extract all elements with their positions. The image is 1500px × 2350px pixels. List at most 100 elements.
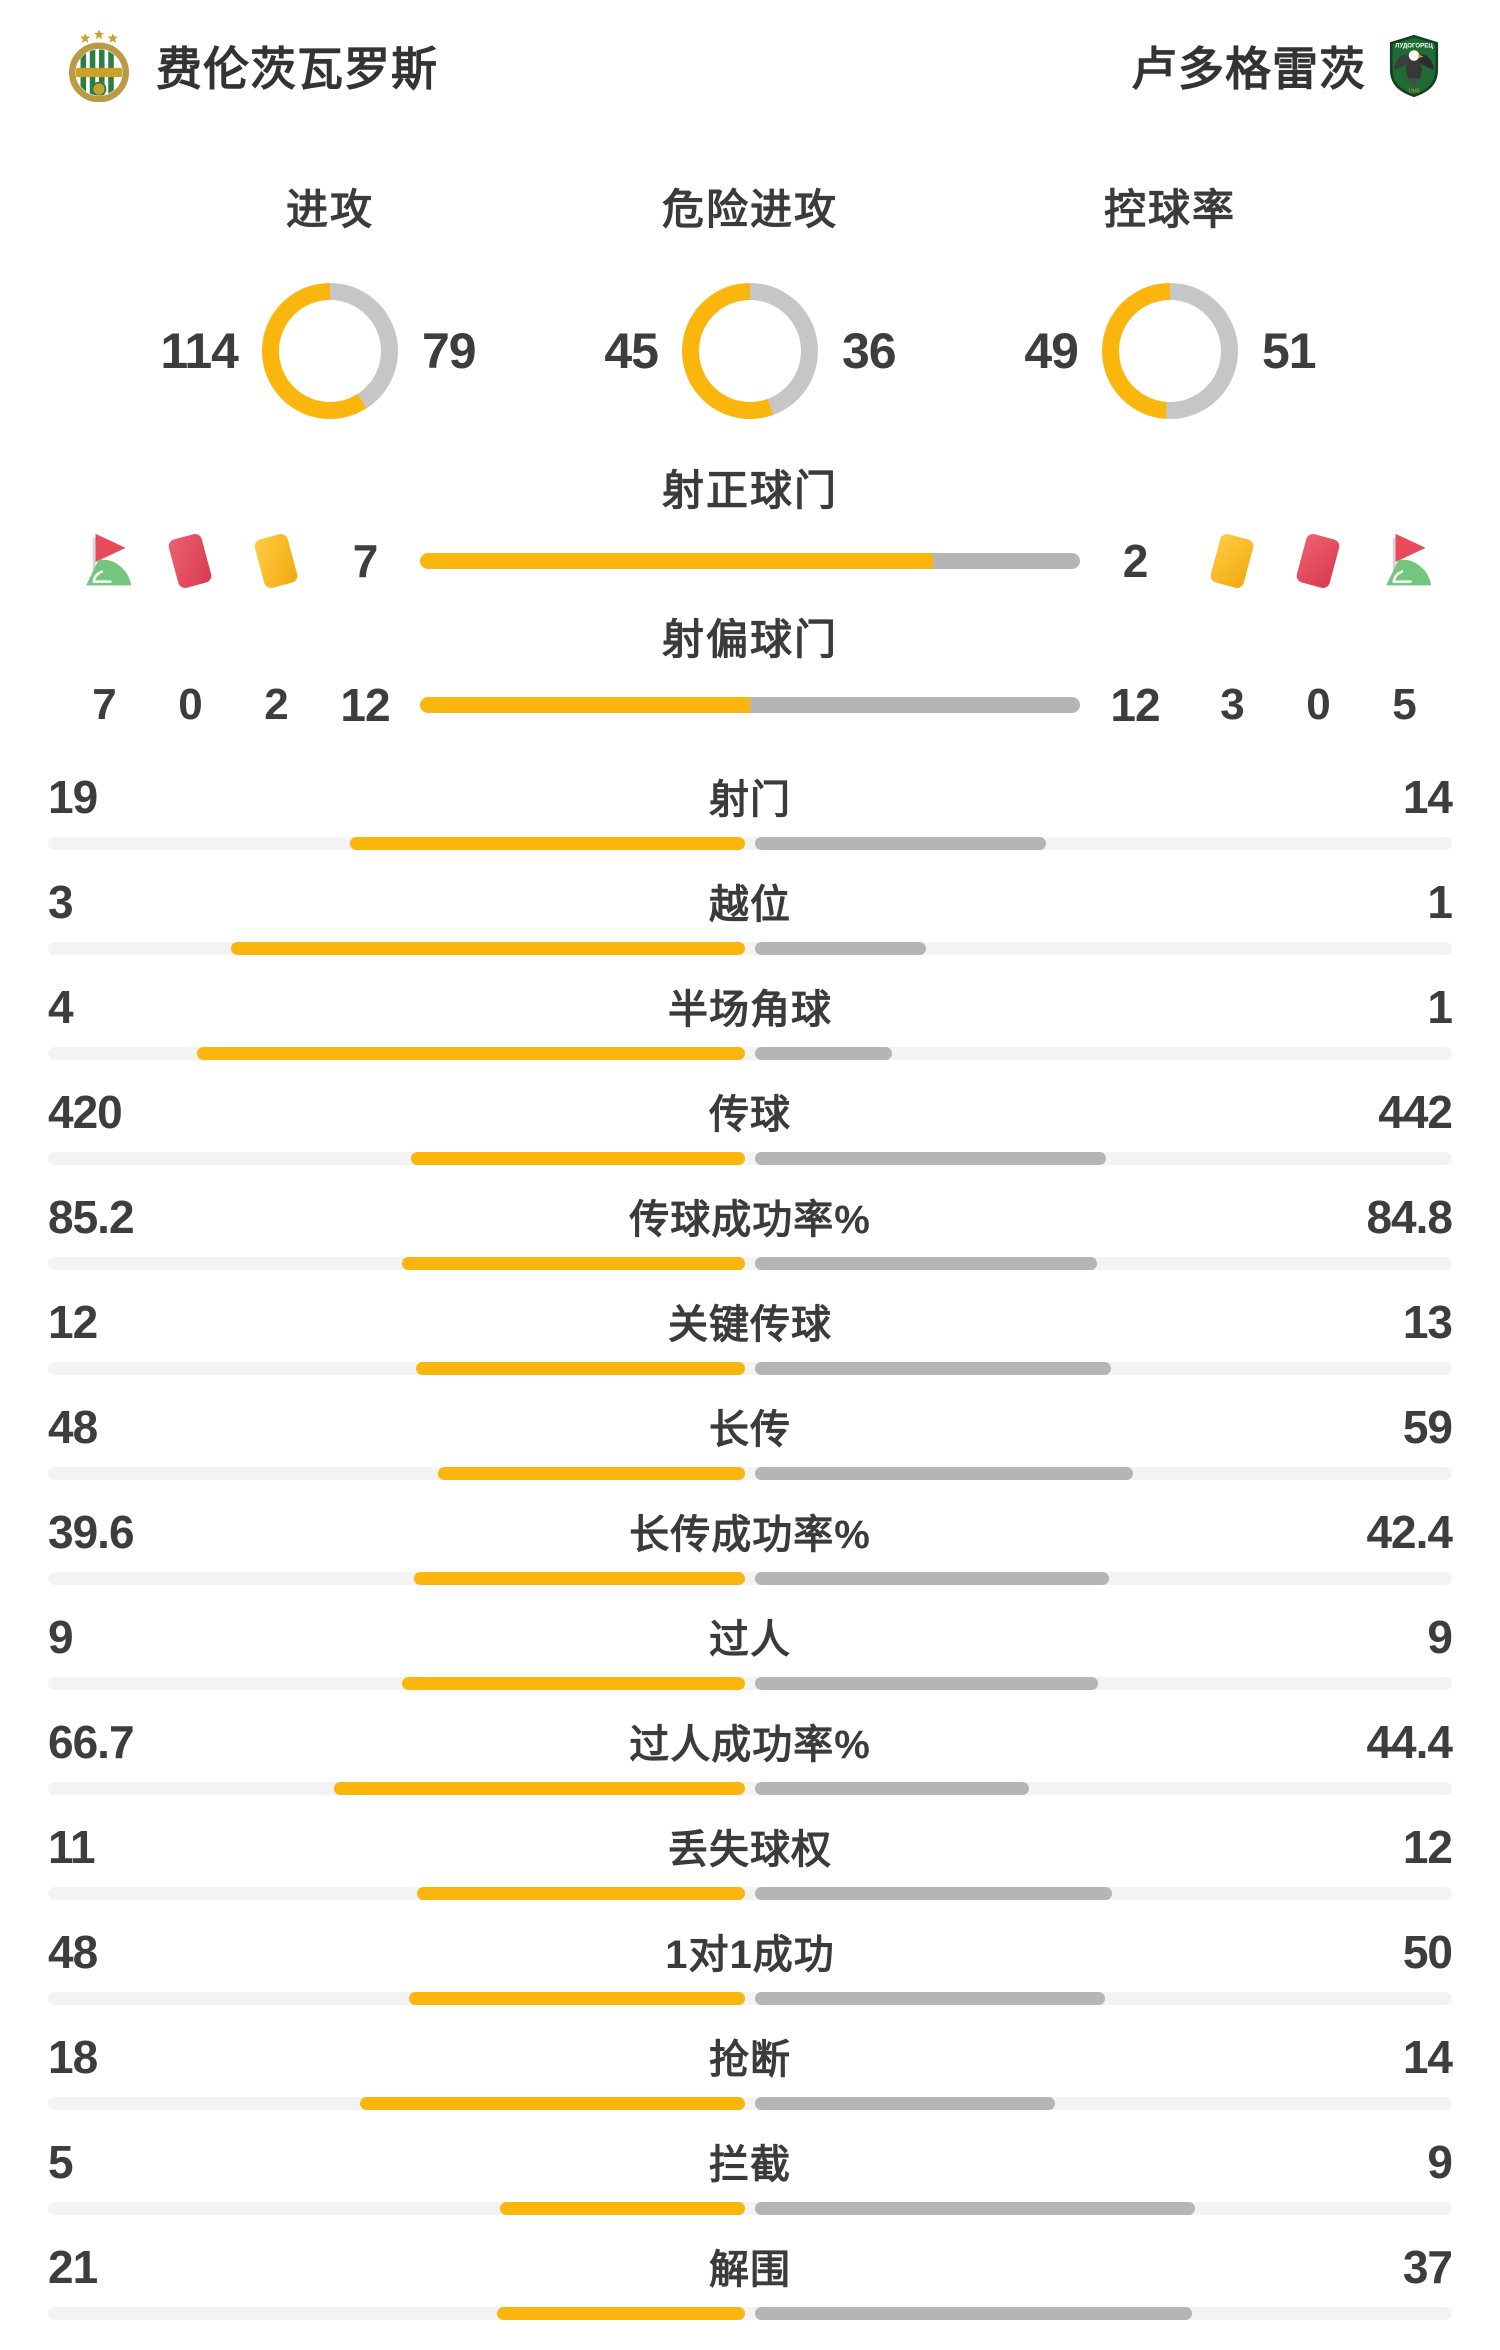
stat-bar-home [496, 2307, 745, 2320]
donut-away-value: 51 [1262, 323, 1317, 379]
shot-bar-away [933, 553, 1080, 569]
stat-row: 3 越位 1 [0, 848, 1500, 955]
stat-row: 48 1对1成功 50 [0, 1898, 1500, 2005]
stat-home-value: 12 [48, 1296, 98, 1348]
stat-label: 解围 [709, 2248, 791, 2292]
stat-home-value: 19 [48, 771, 98, 823]
stat-label: 1对1成功 [665, 1933, 835, 1977]
shots-on-target-label: 射正球门 [661, 467, 838, 514]
home-red-cards-count: 0 [178, 680, 202, 729]
discipline-counts-left: 7 0 2 [72, 669, 308, 741]
stat-label: 长传 [709, 1408, 791, 1452]
donut-away-value: 79 [422, 323, 477, 379]
stat-away-value: 84.8 [1366, 1191, 1453, 1243]
discipline-icons-left [72, 525, 308, 597]
stat-home-value: 85.2 [48, 1191, 135, 1243]
stat-bar-away [755, 1992, 1105, 2005]
stat-bar-away [755, 942, 927, 955]
stat-away-value: 13 [1402, 1296, 1453, 1348]
stat-label: 拦截 [709, 2143, 791, 2187]
shot-home-value: 12 [340, 679, 390, 731]
stat-bar-track [48, 2307, 1452, 2320]
stat-away-value: 50 [1402, 1926, 1453, 1978]
stat-label: 丢失球权 [668, 1828, 832, 1872]
stat-bar-home [359, 2097, 745, 2110]
stat-row: 48 长传 59 [0, 1373, 1500, 1480]
shots-off-target-row: 7 0 2 12 12 3 0 5 [0, 667, 1500, 743]
away-team-name: 卢多格雷茨 [1131, 43, 1366, 95]
stat-row: 4 半场角球 1 [0, 953, 1500, 1060]
stat-away-value: 14 [1402, 2031, 1453, 2083]
stat-home-value: 9 [48, 1611, 74, 1663]
stat-row: 9 过人 9 [0, 1583, 1500, 1690]
stat-bar-home [416, 1362, 745, 1375]
red-card-icon [1286, 525, 1350, 597]
stat-bar-away [755, 1467, 1133, 1480]
stat-bar-track [48, 1887, 1452, 1900]
stat-bar-away [755, 1887, 1113, 1900]
discipline-icons-right [1200, 525, 1436, 597]
stat-bar-home [401, 1257, 745, 1270]
stat-bar-track [48, 2202, 1452, 2215]
stat-bar-away [755, 1572, 1110, 1585]
stat-label: 长传成功率% [629, 1513, 871, 1557]
stat-text: 11 丢失球权 12 [48, 1817, 1453, 1875]
stat-bar-home [417, 1887, 745, 1900]
stat-row: 85.2 传球成功率% 84.8 [0, 1163, 1500, 1270]
stat-bar-home [500, 2202, 745, 2215]
donut-chart-3: 控球率 49 51 [960, 176, 1380, 419]
stat-bar-home [350, 837, 745, 850]
stat-row: 11 丢失球权 12 [0, 1793, 1500, 1900]
stat-away-value: 44.4 [1366, 1716, 1453, 1768]
stat-text: 18 抢断 14 [48, 2027, 1453, 2085]
away-team: 卢多格雷茨 ЛУДОГОРЕЦ 1945 [1131, 33, 1442, 99]
svg-text:ЛУДОГОРЕЦ: ЛУДОГОРЕЦ [1395, 43, 1433, 50]
donut-ring [682, 283, 818, 419]
stat-label: 传球成功率% [629, 1198, 871, 1242]
stat-home-value: 5 [48, 2136, 74, 2188]
stat-label: 半场角球 [668, 988, 832, 1032]
stat-bar-home [414, 1572, 745, 1585]
stat-row: 12 关键传球 13 [0, 1268, 1500, 1375]
stat-bar-track [48, 1362, 1452, 1375]
stat-bar-track [48, 837, 1452, 850]
stat-bar-away [755, 2307, 1193, 2320]
away-yellow-cards-count: 3 [1220, 680, 1244, 729]
shot-home-value: 7 [352, 535, 379, 587]
home-yellow-cards-count: 2 [264, 680, 288, 729]
shot-bar-home [420, 697, 750, 713]
stat-away-value: 12 [1402, 1821, 1453, 1873]
stats-list: 19 射门 14 3 越位 1 4 半场角球 1 420 传球 442 85.2 传球成功率% 84.8 12… [0, 743, 1500, 2320]
match-header: 费伦茨瓦罗斯 卢多格雷茨 ЛУДОГОРЕЦ 1945 [0, 0, 1500, 102]
stat-label: 越位 [709, 883, 791, 927]
corner-flag-icon [1372, 525, 1436, 597]
donut-row: 49 51 [960, 283, 1380, 419]
stat-away-value: 59 [1402, 1401, 1453, 1453]
stat-row: 66.7 过人成功率% 44.4 [0, 1688, 1500, 1795]
stat-away-value: 37 [1402, 2241, 1453, 2293]
stat-row: 21 解围 37 [0, 2213, 1500, 2320]
stat-home-value: 39.6 [48, 1506, 135, 1558]
stat-text: 420 传球 442 [48, 1082, 1453, 1140]
shot-bar-away [750, 697, 1080, 713]
stat-text: 5 拦截 9 [48, 2132, 1453, 2190]
stat-bar-away [755, 837, 1046, 850]
donut-away-value: 36 [842, 323, 897, 379]
stat-bar-track [48, 1782, 1452, 1795]
donut-chart-2: 危险进攻 45 36 [540, 176, 960, 419]
discipline-counts-right: 3 0 5 [1200, 669, 1436, 741]
stat-bar-track [48, 1677, 1452, 1690]
stat-text: 19 射门 14 [48, 767, 1453, 825]
stat-label: 关键传球 [668, 1303, 832, 1347]
shot-bar [420, 697, 1080, 713]
stat-bar-home [402, 1677, 745, 1690]
stat-text: 21 解围 37 [48, 2237, 1453, 2295]
away-team-logo: ЛУДОГОРЕЦ 1945 [1386, 34, 1442, 98]
donut-home-value: 49 [1024, 323, 1079, 379]
stat-home-value: 18 [48, 2031, 98, 2083]
donut-row: 114 79 [120, 283, 540, 419]
donut-ring [262, 283, 398, 419]
stat-bar-track [48, 942, 1452, 955]
stat-bar-home [411, 1152, 745, 1165]
red-card-icon [158, 525, 222, 597]
